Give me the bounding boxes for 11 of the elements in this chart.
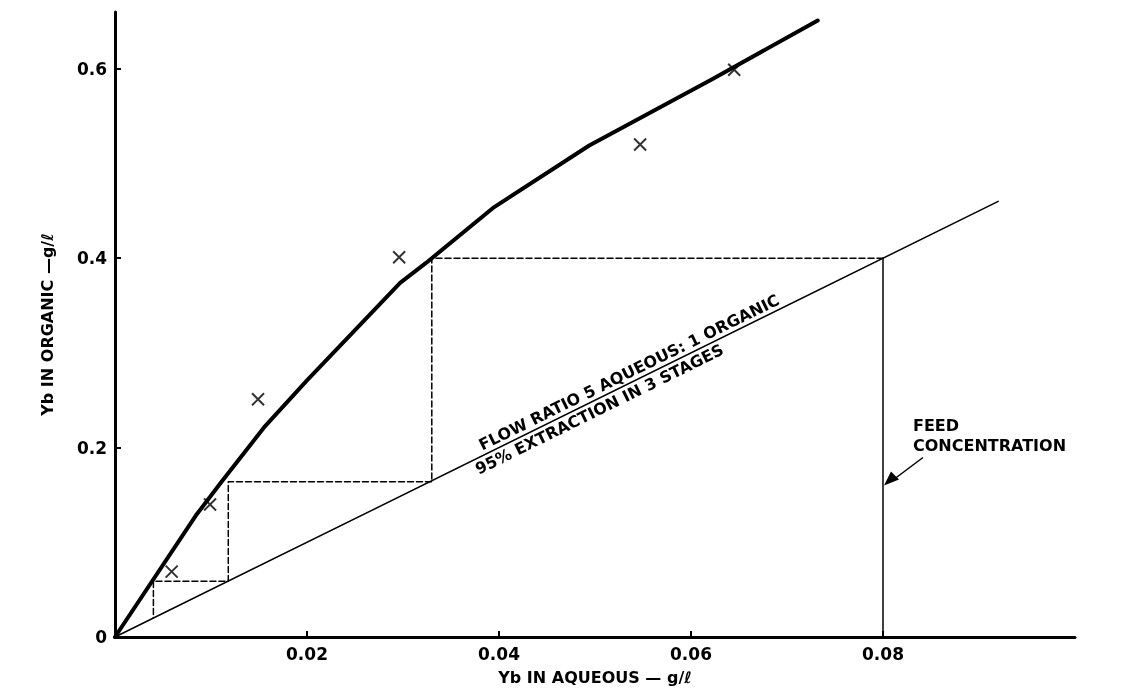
x-tick-label: 0.06 (670, 643, 712, 664)
x-tick-label: 0.02 (286, 643, 328, 664)
y-tick-label: 0.2 (76, 437, 107, 458)
y-axis-title: Yb IN ORGANIC —g/ℓ (37, 233, 57, 417)
x-tick-label: 0.04 (478, 643, 521, 664)
y-tick-label: 0 (95, 627, 108, 647)
x-axis-title: Yb IN AQUEOUS — g/ℓ (497, 667, 692, 687)
y-tick-label: 0.4 (76, 248, 108, 269)
y-tick-label: 0.6 (76, 58, 107, 79)
x-tick-label: 0.08 (862, 643, 904, 664)
annotation: FEED CONCENTRATION (913, 415, 1067, 455)
